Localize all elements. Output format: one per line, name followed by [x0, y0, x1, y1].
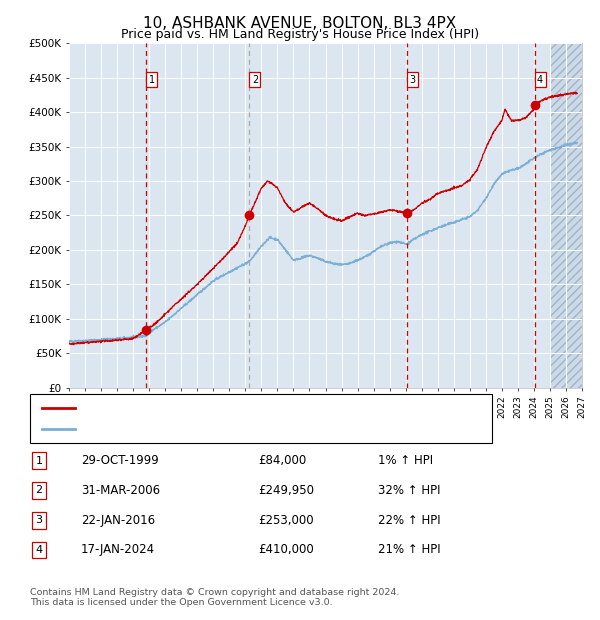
Text: 10, ASHBANK AVENUE, BOLTON, BL3 4PX (detached house): 10, ASHBANK AVENUE, BOLTON, BL3 4PX (det… [81, 402, 389, 412]
Text: 1: 1 [149, 74, 155, 84]
Text: 4: 4 [35, 545, 43, 555]
Bar [550, 43, 582, 388]
Text: 31-MAR-2006: 31-MAR-2006 [81, 484, 160, 497]
Text: £249,950: £249,950 [258, 484, 314, 497]
Text: Price paid vs. HM Land Registry's House Price Index (HPI): Price paid vs. HM Land Registry's House … [121, 28, 479, 41]
Text: 22-JAN-2016: 22-JAN-2016 [81, 514, 155, 526]
Text: 2: 2 [252, 74, 258, 84]
Text: 4: 4 [537, 74, 543, 84]
Text: 10, ASHBANK AVENUE, BOLTON, BL3 4PX: 10, ASHBANK AVENUE, BOLTON, BL3 4PX [143, 16, 457, 30]
Text: Contains HM Land Registry data © Crown copyright and database right 2024.
This d: Contains HM Land Registry data © Crown c… [30, 588, 400, 607]
Text: £84,000: £84,000 [258, 454, 306, 467]
Text: 32% ↑ HPI: 32% ↑ HPI [378, 484, 440, 497]
Text: HPI: Average price, detached house, Bolton: HPI: Average price, detached house, Bolt… [81, 425, 308, 435]
Text: 29-OCT-1999: 29-OCT-1999 [81, 454, 159, 467]
Text: 17-JAN-2024: 17-JAN-2024 [81, 544, 155, 556]
Text: 1: 1 [35, 456, 43, 466]
Text: 3: 3 [409, 74, 415, 84]
Text: 1% ↑ HPI: 1% ↑ HPI [378, 454, 433, 467]
Text: £410,000: £410,000 [258, 544, 314, 556]
Bar [550, 43, 582, 388]
Text: 22% ↑ HPI: 22% ↑ HPI [378, 514, 440, 526]
Text: 3: 3 [35, 515, 43, 525]
Text: £253,000: £253,000 [258, 514, 314, 526]
Text: 2: 2 [35, 485, 43, 495]
Text: 21% ↑ HPI: 21% ↑ HPI [378, 544, 440, 556]
